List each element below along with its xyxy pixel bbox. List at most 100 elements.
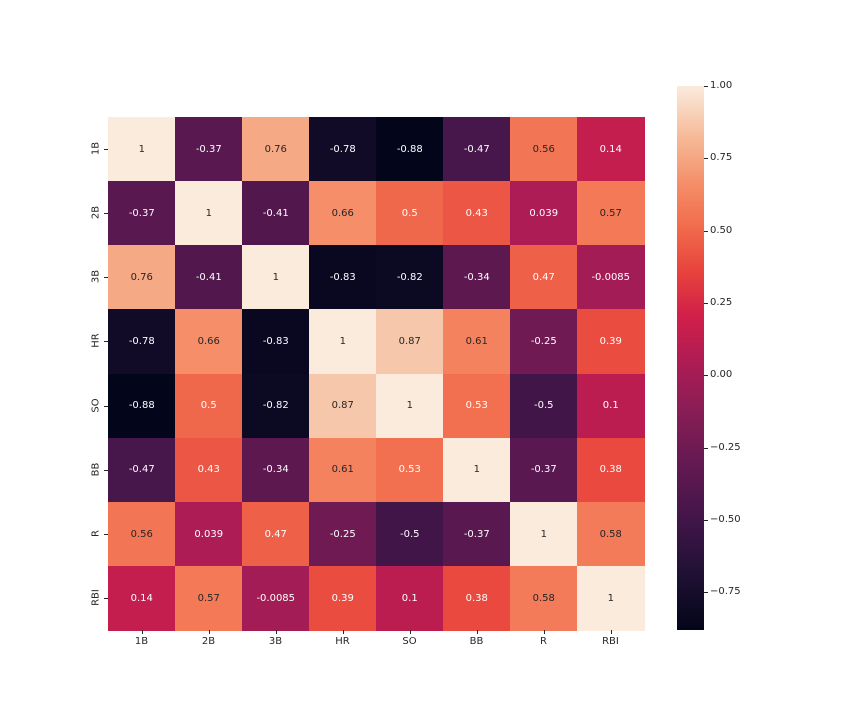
x-tick-label: 2B — [201, 636, 216, 647]
heatmap-cell: -0.25 — [309, 501, 377, 567]
colorbar-tick-mark — [704, 520, 708, 522]
cell-annotation: -0.0085 — [256, 592, 296, 604]
colorbar-tick-label: −0.25 — [710, 441, 741, 453]
cell-annotation: -0.47 — [128, 464, 155, 476]
heatmap-cell: 0.53 — [376, 437, 444, 503]
colorbar-tick-mark — [704, 158, 708, 160]
cell-annotation: 0.61 — [331, 464, 354, 476]
cell-annotation: 1 — [607, 592, 614, 604]
colorbar-tick-label: 0.25 — [710, 297, 733, 309]
heatmap-cell: 0.57 — [577, 181, 645, 246]
colorbar-tick-mark — [704, 375, 708, 377]
colorbar-tick-mark — [704, 447, 708, 449]
cell-annotation: 1 — [473, 464, 480, 476]
y-tick-label: RBI — [90, 589, 102, 606]
y-tick-label: HR — [90, 333, 102, 349]
y-tick-mark — [104, 277, 108, 279]
heatmap-cell: -0.78 — [309, 117, 377, 182]
x-tick-mark — [342, 630, 344, 634]
heatmap-cell: 0.43 — [443, 181, 511, 246]
y-tick-label: BB — [90, 462, 102, 477]
heatmap-cell: -0.41 — [175, 245, 243, 310]
cell-annotation: -0.5 — [399, 528, 420, 540]
heatmap-cell: 0.66 — [309, 181, 377, 246]
cell-annotation: 0.47 — [264, 528, 287, 540]
heatmap-cell: -0.5 — [376, 501, 444, 567]
cell-annotation: -0.88 — [128, 400, 155, 412]
x-tick-label: HR — [335, 636, 350, 647]
cell-annotation: 0.61 — [465, 336, 488, 348]
colorbar-tick-label: 1.00 — [710, 80, 733, 91]
cell-annotation: 0.66 — [331, 207, 354, 219]
cell-annotation: -0.37 — [463, 528, 490, 540]
cell-annotation: 1 — [540, 528, 547, 540]
cell-annotation: 0.039 — [194, 528, 224, 540]
heatmap-cell: 0.87 — [376, 309, 444, 374]
cell-annotation: -0.5 — [533, 400, 554, 412]
cell-annotation: -0.82 — [396, 272, 423, 284]
heatmap-cell: 0.39 — [577, 309, 645, 374]
heatmap-cell: 0.56 — [108, 501, 176, 567]
y-tick-mark — [104, 469, 108, 471]
y-tick-mark — [104, 533, 108, 535]
heatmap-cell: -0.5 — [510, 373, 578, 439]
heatmap-cell: -0.34 — [443, 245, 511, 310]
heatmap-cell: 0.38 — [443, 565, 511, 631]
x-tick-mark — [409, 630, 411, 634]
heatmap-cell: -0.0085 — [242, 565, 310, 631]
cell-annotation: -0.34 — [262, 464, 289, 476]
cell-annotation: -0.78 — [329, 143, 356, 155]
heatmap-cell: -0.37 — [443, 501, 511, 567]
cell-annotation: -0.83 — [262, 336, 289, 348]
cell-annotation: 0.66 — [197, 336, 220, 348]
cell-annotation: 0.14 — [130, 592, 153, 604]
cell-annotation: 0.039 — [529, 207, 559, 219]
cell-annotation: 1 — [138, 143, 145, 155]
heatmap-cell: -0.37 — [510, 437, 578, 503]
cell-annotation: 0.43 — [197, 464, 220, 476]
cell-annotation: -0.25 — [329, 528, 356, 540]
cell-annotation: 0.56 — [532, 143, 555, 155]
colorbar-tick-mark — [704, 230, 708, 232]
cell-annotation: 0.14 — [599, 143, 622, 155]
heatmap-cell: 1 — [309, 309, 377, 374]
heatmap-cell: -0.37 — [108, 181, 176, 246]
heatmap-cell: 0.14 — [108, 565, 176, 631]
colorbar-tick-mark — [704, 86, 708, 87]
heatmap-cell: -0.83 — [309, 245, 377, 310]
heatmap-cell: 0.14 — [577, 117, 645, 182]
cell-annotation: 0.5 — [200, 400, 217, 412]
heatmap-cell: 0.57 — [175, 565, 243, 631]
y-tick-mark — [104, 213, 108, 215]
heatmap-cell: 0.39 — [309, 565, 377, 631]
cell-annotation: 0.57 — [197, 592, 220, 604]
heatmap-cell: 1 — [175, 181, 243, 246]
heatmap-cell: 0.43 — [175, 437, 243, 503]
heatmap-cell: -0.41 — [242, 181, 310, 246]
colorbar-tick-label: 0.75 — [710, 152, 733, 164]
cell-annotation: 0.76 — [264, 143, 287, 155]
heatmap-cell: 0.58 — [510, 565, 578, 631]
cell-annotation: -0.83 — [329, 272, 356, 284]
cell-annotation: -0.82 — [262, 400, 289, 412]
heatmap-cell: 0.87 — [309, 373, 377, 439]
x-tick-label: SO — [402, 636, 417, 647]
heatmap-cell: -0.25 — [510, 309, 578, 374]
cell-annotation: 0.47 — [532, 272, 555, 284]
heatmap-cell: -0.88 — [376, 117, 444, 182]
heatmap-cell: 1 — [108, 117, 176, 182]
x-tick-mark — [543, 630, 545, 634]
cell-annotation: 0.1 — [401, 592, 418, 604]
y-tick-label: R — [90, 529, 102, 537]
x-tick-label: 1B — [134, 636, 149, 647]
cell-annotation: 0.53 — [465, 400, 488, 412]
y-tick-label: 2B — [90, 206, 102, 220]
cell-annotation: -0.41 — [195, 272, 222, 284]
heatmap-cell: 0.53 — [443, 373, 511, 439]
cell-annotation: 0.87 — [398, 336, 421, 348]
cell-annotation: -0.37 — [195, 143, 222, 155]
y-tick-label: SO — [90, 397, 102, 413]
cell-annotation: -0.78 — [128, 336, 155, 348]
heatmap-cell: 0.1 — [376, 565, 444, 631]
cell-annotation: 0.43 — [465, 207, 488, 219]
